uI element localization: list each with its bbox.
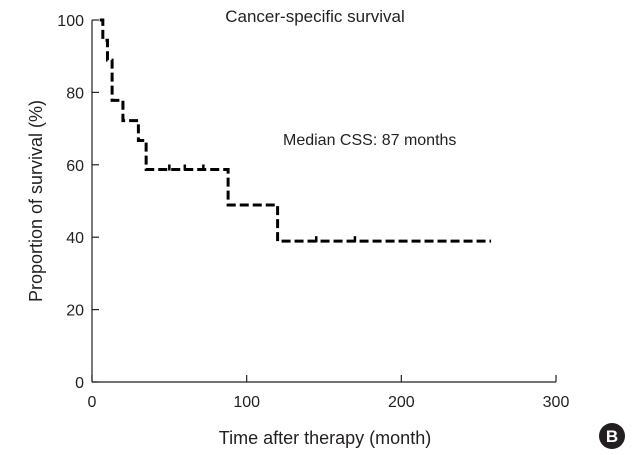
y-tick-label: 40 [66, 230, 84, 247]
y-axis-title: Proportion of survival (%) [26, 100, 46, 302]
y-tick-label: 20 [66, 303, 84, 320]
plot-area [99, 18, 492, 243]
panel-label-circle [599, 423, 625, 449]
panel-label-text: B [606, 427, 618, 446]
y-tick-label: 60 [66, 158, 84, 175]
chart-title: Cancer-specific survival [225, 7, 405, 26]
y-tick-label: 80 [66, 85, 84, 102]
y-tick-label: 0 [75, 375, 84, 392]
survival-step-line [99, 18, 492, 243]
axis-ticks: 0 20 40 60 80 100 0 100 200 300 [57, 13, 569, 411]
annotation-median-css: Median CSS: 87 months [283, 132, 456, 149]
x-tick-label: 100 [233, 394, 260, 411]
x-axis-title: Time after therapy (month) [219, 428, 431, 448]
x-tick-label: 0 [88, 394, 97, 411]
x-tick-label: 200 [388, 394, 415, 411]
x-tick-label: 300 [543, 394, 570, 411]
panel-label: B [599, 423, 625, 449]
y-tick-label: 100 [57, 13, 84, 30]
